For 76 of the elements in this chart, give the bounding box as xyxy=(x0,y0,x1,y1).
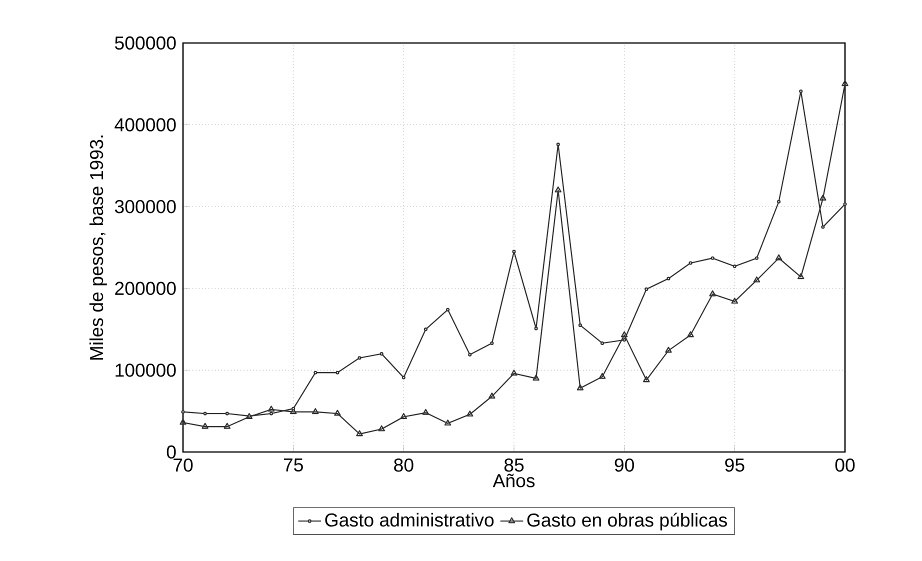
point xyxy=(380,352,384,356)
point xyxy=(576,384,584,390)
point xyxy=(424,327,428,332)
point xyxy=(732,264,736,268)
point xyxy=(799,89,803,94)
point xyxy=(510,370,518,376)
y-tick-label: 300000 xyxy=(114,200,176,214)
point xyxy=(490,341,494,345)
point xyxy=(797,273,804,280)
point xyxy=(598,372,606,379)
legend-label: Gasto administrativo xyxy=(325,512,494,527)
point xyxy=(268,406,275,412)
point xyxy=(466,410,474,417)
x-tick-label: 95 xyxy=(725,458,744,472)
point xyxy=(402,376,406,380)
point xyxy=(203,412,207,416)
point xyxy=(378,425,385,432)
y-tick-label: 500000 xyxy=(114,36,176,50)
point xyxy=(842,80,848,86)
point xyxy=(336,370,340,374)
point xyxy=(269,412,274,416)
point xyxy=(334,410,341,416)
point xyxy=(709,290,716,296)
point xyxy=(843,202,847,206)
point xyxy=(312,408,319,414)
x-tick-label: 85 xyxy=(504,458,524,472)
point xyxy=(600,341,604,345)
point xyxy=(358,356,362,360)
point xyxy=(444,420,452,426)
point xyxy=(488,392,496,399)
y-axis-title: Miles de pesos, base 1993. xyxy=(89,136,107,360)
y-tick-label: 200000 xyxy=(115,282,176,296)
point xyxy=(578,323,582,327)
point xyxy=(400,413,408,420)
point xyxy=(292,406,296,410)
point xyxy=(622,338,626,342)
point xyxy=(775,254,782,260)
y-tick-label: 100000 xyxy=(116,364,176,377)
x-tick-label: 75 xyxy=(284,458,303,472)
x-axis-title: Años xyxy=(492,474,535,488)
point xyxy=(665,346,672,353)
point xyxy=(180,418,186,425)
point xyxy=(776,200,781,204)
point xyxy=(422,408,430,415)
x-tick-label: 70 xyxy=(174,458,193,472)
point xyxy=(710,256,714,260)
x-tick-label: 00 xyxy=(835,458,855,472)
point xyxy=(821,225,825,229)
point xyxy=(688,261,692,265)
point xyxy=(202,422,208,429)
point xyxy=(554,186,562,192)
point xyxy=(620,331,628,338)
point xyxy=(643,376,650,382)
point xyxy=(556,142,560,146)
point xyxy=(225,412,229,416)
point xyxy=(666,276,670,280)
point xyxy=(532,374,540,381)
point xyxy=(314,370,318,374)
point xyxy=(731,298,738,304)
point xyxy=(534,326,538,330)
x-tick-label: 90 xyxy=(614,458,634,472)
x-tick-label: 80 xyxy=(394,458,414,472)
point xyxy=(644,287,648,292)
point xyxy=(446,308,450,312)
point xyxy=(181,410,185,414)
point xyxy=(754,256,759,260)
point xyxy=(512,250,516,254)
y-tick-label: 400000 xyxy=(114,118,176,132)
point xyxy=(356,430,363,436)
point xyxy=(820,194,826,201)
point xyxy=(468,352,472,356)
point xyxy=(753,276,760,282)
legend-label: Gasto en obras públicas xyxy=(527,512,727,530)
point xyxy=(687,331,694,338)
point xyxy=(224,422,231,429)
y-tick-label: 0 xyxy=(166,445,176,459)
